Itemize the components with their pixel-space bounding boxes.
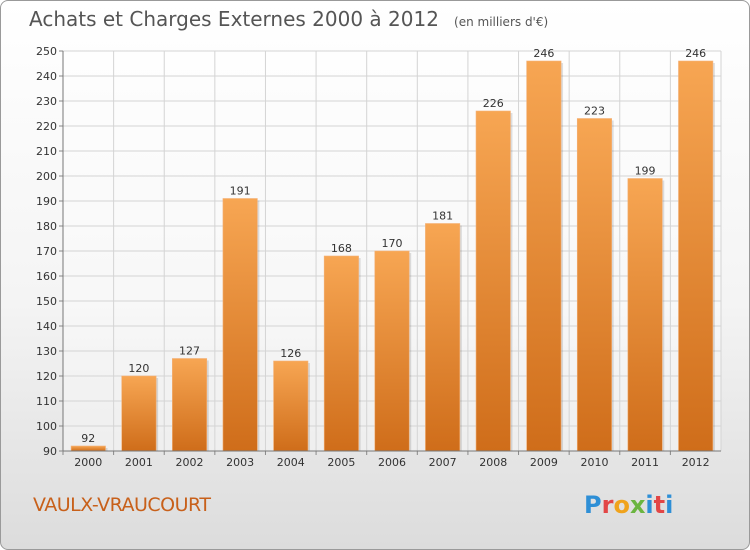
bar-value-label: 170 bbox=[382, 237, 403, 250]
bar-2006 bbox=[374, 250, 410, 452]
bar-value-label: 223 bbox=[584, 105, 605, 118]
y-tick-label: 230 bbox=[36, 95, 57, 108]
y-tick-label: 100 bbox=[36, 420, 57, 433]
x-tick-label: 2003 bbox=[226, 456, 254, 469]
bar-2000 bbox=[70, 445, 106, 452]
x-tick-label: 2004 bbox=[277, 456, 305, 469]
bar-value-label: 226 bbox=[483, 97, 504, 110]
bar-2011 bbox=[627, 178, 663, 452]
y-tick-label: 170 bbox=[36, 245, 57, 258]
y-tick-label: 120 bbox=[36, 370, 57, 383]
x-tick-label: 2005 bbox=[327, 456, 355, 469]
y-tick-label: 160 bbox=[36, 270, 57, 283]
y-tick-label: 140 bbox=[36, 320, 57, 333]
y-tick-label: 180 bbox=[36, 220, 57, 233]
bar-2010 bbox=[576, 118, 612, 452]
bar-value-label: 92 bbox=[81, 432, 95, 445]
bar-value-label: 127 bbox=[179, 345, 200, 358]
bar-2007 bbox=[425, 223, 461, 452]
x-tick-label: 2000 bbox=[74, 456, 102, 469]
bar-value-label: 191 bbox=[230, 185, 251, 198]
x-tick-label: 2008 bbox=[479, 456, 507, 469]
y-tick-label: 150 bbox=[36, 295, 57, 308]
bar-2009 bbox=[526, 60, 562, 452]
y-tick-label: 200 bbox=[36, 170, 57, 183]
y-tick-label: 240 bbox=[36, 70, 57, 83]
bar-2005 bbox=[323, 255, 359, 452]
y-tick-label: 210 bbox=[36, 145, 57, 158]
x-tick-label: 2011 bbox=[631, 456, 659, 469]
y-tick-label: 110 bbox=[36, 395, 57, 408]
bar-2008 bbox=[475, 110, 511, 452]
chart-unit: (en milliers d'€) bbox=[454, 15, 549, 29]
bar-2001 bbox=[121, 375, 157, 452]
x-tick-label: 2010 bbox=[580, 456, 608, 469]
bar-value-label: 246 bbox=[685, 47, 706, 60]
x-tick-label: 2002 bbox=[176, 456, 204, 469]
bar-value-label: 120 bbox=[128, 362, 149, 375]
y-tick-label: 220 bbox=[36, 120, 57, 133]
bar-2003 bbox=[222, 198, 258, 452]
bar-value-label: 168 bbox=[331, 242, 352, 255]
chart-header: Achats et Charges Externes 2000 à 2012 (… bbox=[29, 7, 548, 31]
y-tick-label: 130 bbox=[36, 345, 57, 358]
bar-2012 bbox=[678, 60, 714, 452]
chart-title: Achats et Charges Externes 2000 à 2012 bbox=[29, 7, 439, 31]
bar-2004 bbox=[273, 360, 309, 452]
proxiti-logo: Proxiti bbox=[584, 491, 674, 519]
bar-value-label: 199 bbox=[635, 165, 656, 178]
x-tick-label: 2009 bbox=[530, 456, 558, 469]
x-tick-label: 2007 bbox=[429, 456, 457, 469]
bar-value-label: 181 bbox=[432, 210, 453, 223]
x-tick-label: 2012 bbox=[682, 456, 710, 469]
y-tick-label: 90 bbox=[43, 445, 57, 458]
bar-value-label: 246 bbox=[533, 47, 554, 60]
x-tick-label: 2001 bbox=[125, 456, 153, 469]
y-tick-label: 190 bbox=[36, 195, 57, 208]
bar-value-label: 126 bbox=[280, 347, 301, 360]
y-tick-label: 250 bbox=[36, 45, 57, 58]
x-tick-label: 2006 bbox=[378, 456, 406, 469]
bar-2002 bbox=[172, 358, 208, 452]
city-name: VAULX-VRAUCOURT bbox=[33, 494, 211, 516]
